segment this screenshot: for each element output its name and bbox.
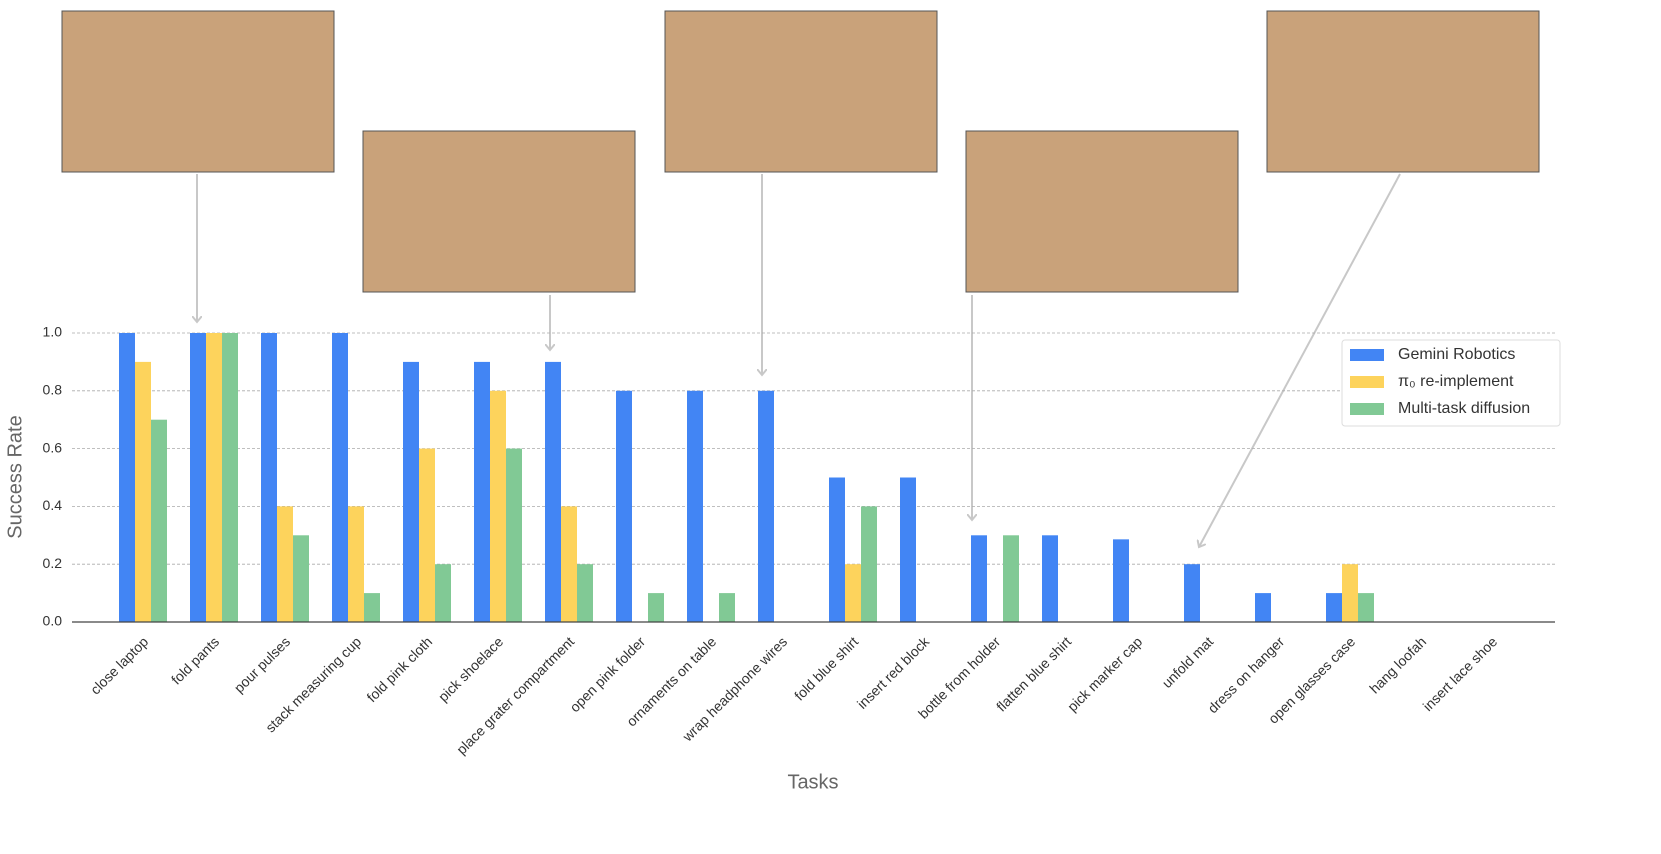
bar xyxy=(490,390,506,622)
x-tick-label: pick marker cap xyxy=(1064,633,1145,714)
x-tick-label: flatten blue shirt xyxy=(993,633,1074,714)
y-axis-label: Success Rate xyxy=(4,415,26,538)
bar xyxy=(1042,535,1058,622)
bar xyxy=(1003,535,1019,622)
bar xyxy=(261,333,277,622)
bar xyxy=(135,361,151,622)
legend-box xyxy=(1341,339,1561,427)
bar xyxy=(403,361,419,622)
legend-swatch xyxy=(1350,349,1384,361)
photo xyxy=(664,10,938,173)
bar xyxy=(719,593,735,622)
bar xyxy=(971,535,987,622)
y-tick-label: 1.0 xyxy=(43,324,63,340)
bar xyxy=(1184,564,1200,622)
y-tick-label: 0.2 xyxy=(43,555,63,571)
bar xyxy=(151,419,167,622)
y-tick-label: 0.0 xyxy=(43,613,63,629)
x-tick-label: close laptop xyxy=(87,633,151,697)
legend-swatch xyxy=(1350,376,1384,388)
x-tick-label: pour pulses xyxy=(231,633,294,696)
x-tick-label: place grater compartment xyxy=(453,633,577,757)
y-tick-label: 0.6 xyxy=(43,439,63,455)
bar xyxy=(1326,593,1342,622)
bar xyxy=(616,390,632,622)
bar xyxy=(829,477,845,622)
bar xyxy=(506,448,522,622)
photo xyxy=(965,130,1239,293)
bar xyxy=(190,333,206,622)
photo xyxy=(1266,10,1540,173)
bar xyxy=(277,506,293,622)
bar xyxy=(1113,539,1129,622)
y-tick-label: 0.4 xyxy=(43,497,63,513)
bar xyxy=(222,333,238,622)
bar xyxy=(474,361,490,622)
x-tick-label: fold blue shirt xyxy=(791,633,861,703)
bar xyxy=(900,477,916,622)
x-tick-label: fold pants xyxy=(168,633,222,687)
legend-label: Gemini Robotics xyxy=(1398,346,1515,363)
arrow xyxy=(1199,173,1401,547)
bar xyxy=(348,506,364,622)
bar xyxy=(332,333,348,622)
bar xyxy=(206,333,222,622)
x-tick-label: insert lace shoe xyxy=(1420,633,1501,714)
bar xyxy=(561,506,577,622)
x-tick-label: fold pink cloth xyxy=(363,633,435,705)
x-axis-label: Tasks xyxy=(787,771,838,793)
bar xyxy=(687,390,703,622)
legend: Gemini Robotics π₀ re-implement Multi-task… xyxy=(1341,339,1561,427)
photos xyxy=(61,10,1540,547)
photo xyxy=(362,130,636,293)
bar xyxy=(119,333,135,622)
bar xyxy=(648,593,664,622)
bar xyxy=(1342,564,1358,622)
x-tick-label: dress on hanger xyxy=(1204,633,1287,716)
y-tick-label: 0.8 xyxy=(43,382,63,398)
bar xyxy=(845,564,861,622)
x-tick-label: hang loofah xyxy=(1366,633,1429,696)
bar xyxy=(435,564,451,622)
bar xyxy=(364,593,380,622)
legend-swatch xyxy=(1350,403,1384,415)
legend-label: π₀ re-implement xyxy=(1398,373,1514,390)
x-tick-label: pick shoelace xyxy=(435,633,506,704)
bar xyxy=(1255,593,1271,622)
bar xyxy=(1358,593,1374,622)
x-tick-label: insert red block xyxy=(854,633,933,712)
x-tick-label: unfold mat xyxy=(1159,633,1217,691)
x-tick-label: open pink folder xyxy=(566,633,648,715)
bar xyxy=(577,564,593,622)
bar xyxy=(861,506,877,622)
bar xyxy=(758,390,774,622)
bar xyxy=(419,448,435,622)
bar xyxy=(293,535,309,622)
photo xyxy=(61,10,335,173)
bar xyxy=(545,361,561,622)
legend-label: Multi-task diffusion xyxy=(1398,400,1530,417)
